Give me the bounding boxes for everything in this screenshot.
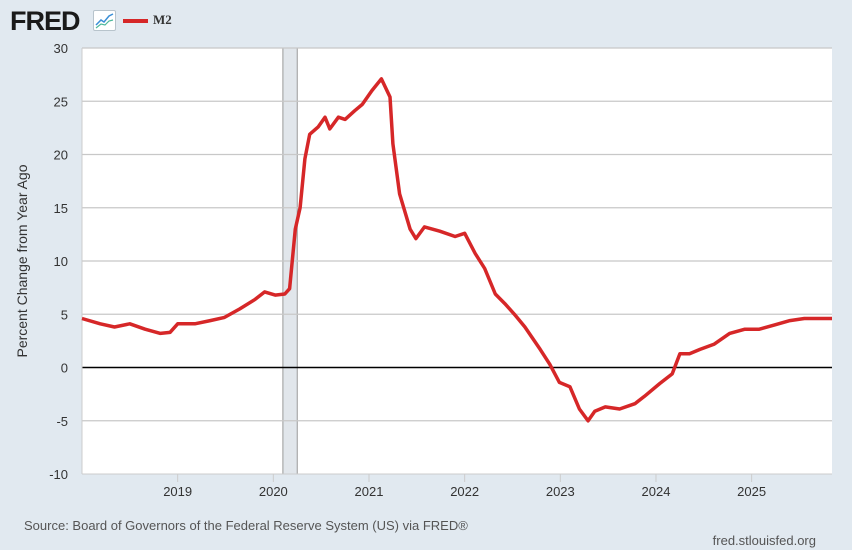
y-tick-label: -10	[49, 467, 68, 482]
legend-label: M2	[153, 12, 172, 27]
y-tick-label: -5	[56, 414, 68, 429]
fred-logo[interactable]: FRED	[10, 6, 80, 36]
x-tick-label: 2024	[642, 484, 671, 499]
x-tick-label: 2023	[546, 484, 575, 499]
series-line-m2	[81, 77, 832, 423]
legend-swatch	[123, 19, 148, 23]
y-axis-label: Percent Change from Year Ago	[14, 164, 30, 357]
y-tick-label: 30	[54, 41, 68, 56]
x-tick-label: 2020	[259, 484, 288, 499]
x-tick-label: 2025	[737, 484, 766, 499]
x-tick-label: 2021	[355, 484, 384, 499]
x-tick-label: 2022	[450, 484, 479, 499]
y-tick-label: 10	[54, 254, 68, 269]
y-tick-label: 5	[61, 307, 68, 322]
y-tick-label: 0	[61, 361, 68, 376]
y-tick-label: 20	[54, 148, 68, 163]
y-tick-label: 25	[54, 94, 68, 109]
y-tick-label: 15	[54, 201, 68, 216]
chart-icon	[93, 10, 116, 31]
source-note: Source: Board of Governors of the Federa…	[24, 518, 468, 533]
source-url[interactable]: fred.stlouisfed.org	[712, 533, 816, 548]
x-tick-label: 2019	[163, 484, 192, 499]
